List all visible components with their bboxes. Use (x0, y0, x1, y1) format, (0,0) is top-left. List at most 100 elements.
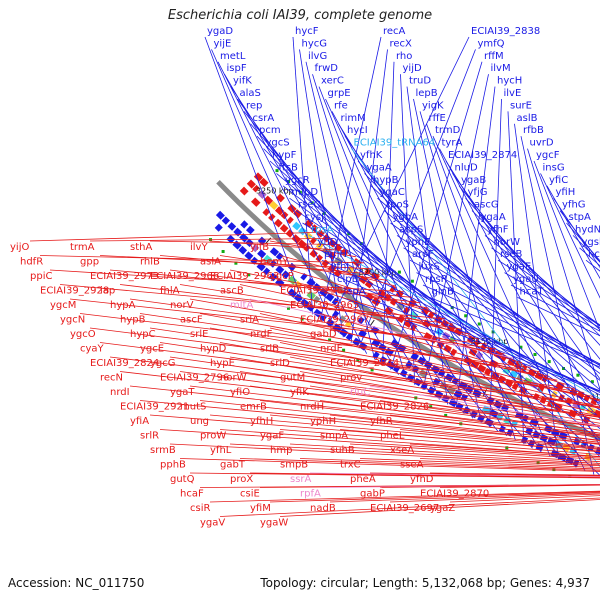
tick-label-2: 3150 kbp (471, 337, 509, 346)
inner-gene-label-55: ECIAI39_2921 (120, 402, 189, 413)
inner-leader-90 (209, 490, 600, 503)
feature-block-7 (262, 267, 271, 276)
inner-leader-4 (269, 240, 357, 258)
outer-leader-2 (319, 36, 382, 321)
inner-gene-label-80: gutQ (170, 474, 195, 485)
outer-leader-47 (540, 173, 600, 299)
outer-gene-label-56: rseC (298, 200, 320, 211)
inner-gene-label-63: yphH (310, 416, 336, 427)
outer-leader-5 (299, 49, 344, 338)
inner-leader-72 (289, 443, 600, 463)
feature-block-126 (312, 295, 321, 304)
outer-leader-58 (471, 210, 600, 337)
outer-gene-label-39: uvrD (530, 138, 554, 149)
inner-gene-label-90: csiR (190, 503, 210, 514)
inner-gene-label-44: ECIAI39_2844 (330, 358, 399, 369)
feature-block-566 (293, 209, 303, 219)
inner-gene-label-18: ascB (220, 286, 244, 297)
feature-block-563 (259, 177, 269, 187)
feature-block-439 (257, 190, 267, 199)
tick-label-0: 3250 kbp (256, 186, 294, 195)
feature-block-221 (246, 225, 255, 235)
outer-leader-49 (370, 185, 600, 403)
outer-leader-65 (396, 235, 600, 370)
feature-block-230 (325, 292, 335, 302)
gc-mark-10-1 (397, 270, 401, 274)
outer-gene-label-22: lepB (416, 88, 438, 99)
inner-gene-label-25: ygcN (60, 315, 85, 326)
outer-leader-39 (527, 148, 600, 391)
outer-gene-label-21: grpE (328, 88, 351, 99)
outer-gene-label-58: ascG (474, 200, 499, 211)
inner-gene-label-3: ilvY (190, 242, 208, 253)
outer-leader-46 (452, 173, 600, 380)
inner-leader-15 (59, 284, 445, 320)
feature-block-113 (227, 222, 237, 231)
outer-gene-label-84: lepA (344, 286, 366, 297)
inner-leader-43 (289, 356, 600, 417)
inner-leader-39 (339, 342, 600, 408)
inner-gene-label-32: srlE (190, 329, 208, 340)
feature-block-323 (262, 208, 271, 217)
outer-gene-label-11: rffM (484, 51, 504, 62)
outer-gene-label-37: ECIAI39_tRNA64 (354, 138, 436, 149)
gc-mark-17-0 (444, 413, 448, 417)
inner-leader-70 (169, 443, 600, 466)
inner-gene-label-76: gabT (220, 460, 246, 471)
feature-block-437 (246, 179, 256, 189)
inner-gene-label-2: sthA (130, 242, 152, 253)
inner-leader-96 (279, 499, 600, 517)
outer-leader-57 (383, 210, 600, 381)
inner-gene-label-40: ECIAI39_2824 (90, 358, 159, 369)
inner-gene-label-79: sseA (400, 460, 424, 471)
feature-block-332 (315, 254, 323, 263)
outer-gene-label-43: ygcF (536, 150, 560, 161)
inner-leader-63 (329, 414, 600, 445)
outer-leader-76 (328, 272, 600, 392)
inner-gene-label-17: fhlA (160, 286, 180, 297)
outer-leader-60 (302, 222, 600, 405)
feature-block-322 (251, 197, 261, 207)
feature-block-220 (240, 220, 249, 229)
feature-block-321 (239, 186, 249, 196)
outer-gene-label-61: ygbA (393, 212, 419, 223)
outer-leader-69 (403, 247, 600, 367)
feature-block-231 (331, 297, 339, 306)
outer-leader-13 (312, 74, 408, 381)
inner-gene-label-31: hypC (130, 329, 156, 340)
outer-gene-label-33: hycI (347, 125, 368, 136)
inner-leader-33 (269, 327, 600, 401)
inner-gene-label-58: nrdH (300, 402, 324, 413)
gc-mark-2-1 (298, 190, 302, 194)
outer-leader-82 (510, 284, 600, 332)
inner-gene-label-26: hypB (120, 315, 146, 326)
inner-leader-53 (309, 385, 600, 431)
inner-gene-label-51: ygaT (170, 387, 195, 398)
inner-gene-label-67: ygaF (260, 431, 284, 442)
gc-mark-16-1 (477, 322, 481, 326)
inner-gene-label-42: hypE (210, 358, 235, 369)
inner-leader-79 (419, 458, 600, 467)
inner-leader-51 (189, 385, 600, 436)
feature-block-122 (281, 270, 290, 279)
inner-leader-56 (199, 400, 600, 443)
gc-mark-22-1 (562, 367, 565, 370)
outer-leader-74 (497, 259, 600, 327)
inner-gene-label-77: smpB (280, 460, 308, 471)
inner-gene-label-21: hypA (110, 300, 136, 311)
gc-mark-15-1 (464, 314, 468, 318)
inner-gene-label-33: nrdF (250, 329, 273, 340)
inner-gene-label-7: rhlB (140, 257, 160, 268)
outer-gene-label-26: yigK (422, 100, 444, 111)
inner-leader-80 (189, 472, 600, 479)
inner-leader-83 (369, 472, 600, 477)
inner-leader-78 (359, 458, 600, 468)
feature-block-333 (321, 259, 330, 268)
gc-mark-19-1 (519, 345, 523, 349)
feature-block-11 (293, 293, 303, 303)
inner-leader-52 (249, 385, 600, 434)
inner-leader-34 (329, 327, 600, 402)
feature-block-14 (313, 308, 323, 318)
outer-gene-label-44: ftsB (279, 162, 298, 173)
